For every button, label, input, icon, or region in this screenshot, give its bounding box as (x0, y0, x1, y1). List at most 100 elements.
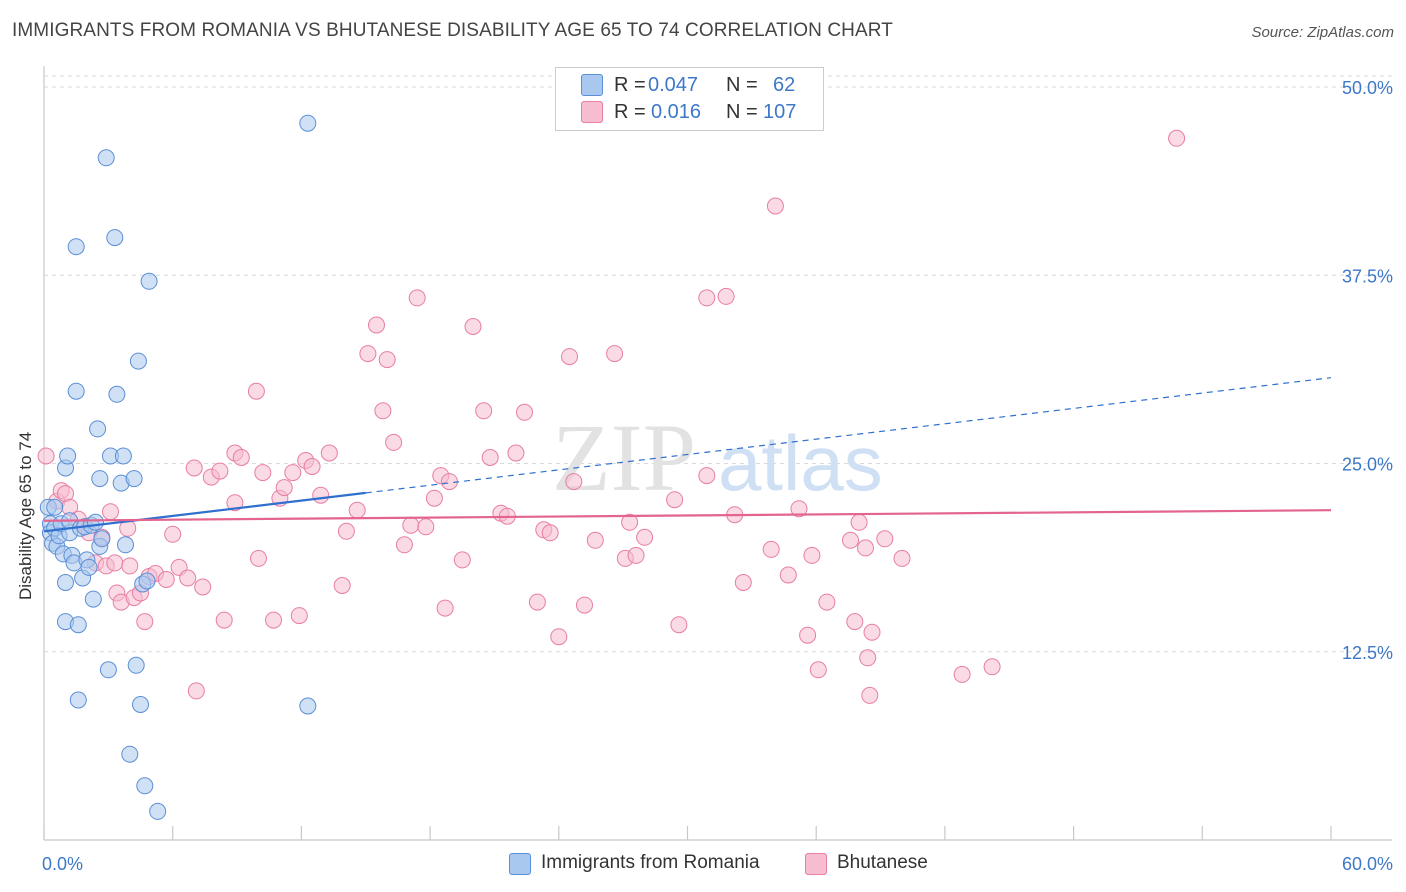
n-value: 62 (773, 74, 796, 96)
bhutanese-point (194, 578, 212, 596)
y-tick-label: 25.0% (1342, 455, 1393, 475)
bhutanese-point (481, 449, 499, 466)
bhutanese-point (284, 464, 302, 482)
romania-point (67, 238, 85, 256)
bhutanese-point (106, 554, 124, 572)
romania-legend-swatch (509, 853, 531, 875)
romania-point (121, 745, 139, 763)
chart-title: IMMIGRANTS FROM ROMANIA VS BHUTANESE DIS… (12, 20, 893, 41)
romania-point (99, 661, 117, 679)
stats-legend: R = 0.047 N = 62 R = 0.016 N = 107 (555, 67, 824, 131)
bhutanese-point (576, 596, 593, 614)
bhutanese-point (136, 613, 154, 631)
bhutanese-point (803, 546, 821, 564)
r-label: R = (614, 74, 646, 96)
bhutanese-point (861, 686, 879, 704)
n-label: N = (726, 101, 758, 123)
bhutanese-legend-label: Bhutanese (837, 852, 928, 873)
bhutanese-point (799, 626, 817, 644)
legend-row-romania: R = 0.047 N = 62 (556, 74, 823, 102)
romania-point (57, 574, 74, 591)
bhutanese-point (226, 494, 244, 512)
bhutanese-point (842, 531, 859, 549)
x-tick-label: 0.0% (42, 854, 83, 874)
bhutanese-point (818, 593, 836, 611)
bhutanese-point (857, 539, 874, 557)
bhutanese-point (1168, 129, 1186, 147)
bhutanese-point (436, 599, 454, 617)
bhutanese-point (561, 348, 578, 366)
romania-legend-label: Immigrants from Romania (541, 852, 760, 873)
bhutanese-point (453, 551, 471, 569)
bhutanese-point (320, 444, 338, 462)
romania-point (299, 697, 317, 715)
bhutanese-point (698, 289, 716, 307)
bhutanese-swatch (581, 101, 603, 123)
bhutanese-legend-swatch (805, 853, 827, 875)
n-value: 107 (763, 101, 797, 123)
bhutanese-point (408, 289, 426, 307)
r-value: 0.047 (648, 74, 699, 96)
bhutanese-point (417, 518, 435, 536)
y-axis-title: Disability Age 65 to 74 (16, 431, 35, 600)
bhutanese-point (359, 345, 377, 363)
bhutanese-point (698, 467, 716, 485)
romania-point (132, 696, 149, 713)
romania-point (84, 590, 102, 608)
y-tick-label: 37.5% (1342, 266, 1393, 286)
bhutanese-point (211, 462, 229, 480)
bhutanese-point (247, 382, 265, 400)
bhutanese-point (378, 351, 396, 369)
romania-point (129, 352, 147, 370)
bhutanese-point (859, 649, 877, 667)
romania-swatch (581, 74, 603, 96)
romania-point (87, 513, 104, 531)
bhutanese-point (464, 318, 482, 335)
bhutanese-point (983, 658, 1001, 676)
bhutanese-point (402, 516, 420, 534)
bhutanese-point (809, 661, 827, 679)
romania-point (59, 447, 77, 465)
y-tick-label: 50.0% (1342, 78, 1393, 98)
bhutanese-point (348, 501, 366, 519)
bhutanese-point (395, 536, 413, 554)
y-tick-label: 12.5% (1342, 643, 1393, 663)
romania-point (97, 149, 115, 167)
romania-trend-extension (365, 377, 1332, 494)
bhutanese-point (37, 447, 55, 465)
r-label: R = (614, 101, 646, 123)
source-label: Source: ZipAtlas.com (1251, 24, 1394, 41)
bhutanese-point (550, 628, 568, 646)
bhutanese-point (621, 513, 639, 531)
bhutanese-point (507, 444, 525, 462)
x-tick-label: 60.0% (1342, 854, 1393, 874)
romania-point (149, 802, 167, 820)
bhutanese-point (762, 540, 780, 558)
romania-point (140, 272, 158, 290)
bhutanese-point (333, 577, 351, 594)
bhutanese-point (425, 489, 443, 507)
romania-point (138, 572, 156, 590)
bhutanese-point (215, 611, 233, 629)
bhutanese-point (102, 503, 119, 521)
bhutanese-point (250, 549, 267, 567)
bhutanese-point (440, 473, 458, 491)
bhutanese-point (779, 566, 797, 584)
romania-point (136, 777, 154, 795)
bhutanese-point (265, 611, 282, 629)
bhutanese-point (385, 433, 403, 451)
bhutanese-point (290, 607, 308, 625)
romania-point (117, 536, 134, 554)
romania-point (80, 558, 98, 576)
romania-point (114, 447, 132, 465)
bhutanese-point (528, 593, 546, 611)
romania-point (69, 691, 87, 709)
bhutanese-point (717, 287, 735, 305)
bhutanese-point (312, 486, 330, 504)
watermark-atlas: atlas (718, 419, 883, 507)
bhutanese-point (541, 524, 559, 542)
r-value: 0.016 (651, 101, 702, 123)
bhutanese-point (516, 403, 533, 421)
romania-point (127, 656, 145, 674)
bhutanese-point (275, 479, 293, 497)
